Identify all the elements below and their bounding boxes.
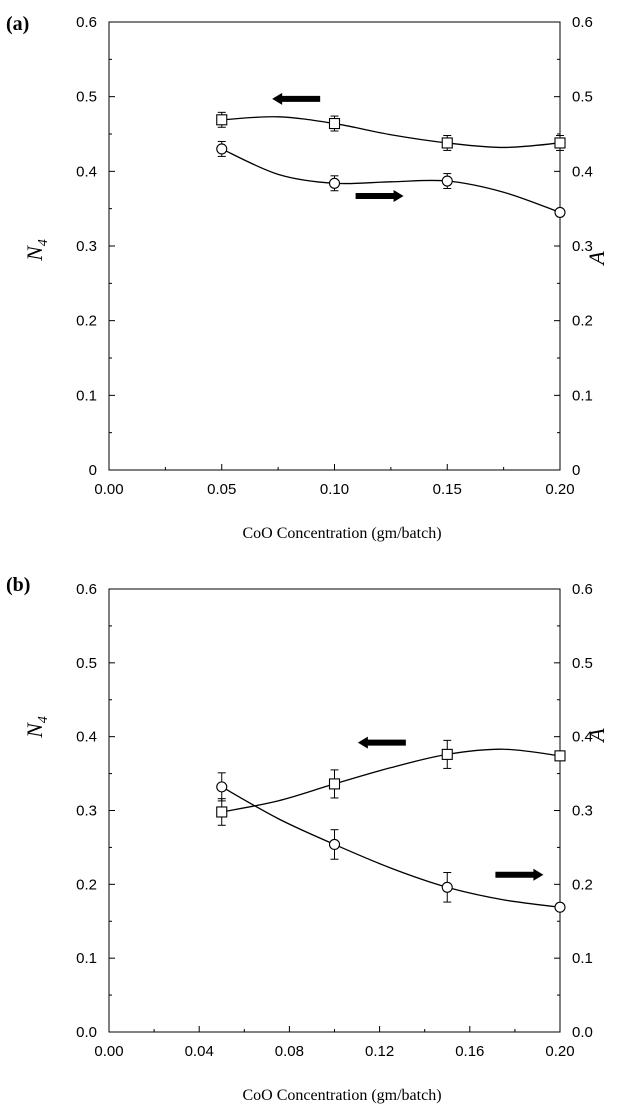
panel-b-arrow-left [357,736,406,749]
panel-b-y-tick-label-left: 0.2 [76,876,97,893]
panel-a-y-tick-label-right: 0.3 [572,238,593,255]
panel-b-x-tick-label: 0.00 [94,1043,123,1060]
panel-b-y-tick-label-right: 0.3 [572,803,593,820]
panel-a-x-tick-label: 0.00 [94,481,123,498]
panel-b-circle-point [216,781,228,793]
panel-a-left-axis-title: N4 [22,239,51,262]
panel-a-y-tick-label-left: 0.6 [76,14,97,31]
panel-a-circle-series-curve [221,148,561,214]
panel-b-square-series-curve [221,748,561,813]
panel-b-arrow-right [495,868,544,881]
panel-a: (a) CoO Concentration (gm/batch) N4 A 0 0… [6,13,609,542]
panel-b-x-tick-label: 0.04 [185,1043,214,1060]
panel-a-circle-point [554,206,566,218]
panel-b-x-tick-label: 0.12 [365,1043,394,1060]
panel-b-y-tick-label-left: 0.4 [76,729,97,746]
panel-a-circle-point [216,143,228,155]
panel-a-right-axis-title: A [584,251,609,267]
panel-a-square-series-curve [221,116,561,149]
panel-a-y-tick-label-right: 0.2 [572,313,593,330]
panel-a-left-axis-subscript: 4 [36,239,51,246]
panel-b-square-point [441,748,453,760]
panel-b-left-axis-title: N4 [22,716,51,739]
panel-b-circle-point [328,838,341,851]
panel-b-plot-frame [108,588,561,1033]
panel-b-x-tick-label: 0.16 [455,1043,484,1060]
panel-b-y-tick-label-right: 0.1 [572,950,593,967]
panel-a-y-tick-label-right: 0.4 [572,163,593,180]
panel-a-y-tick-label-right: 0.6 [572,14,593,31]
panel-b-y-tick-label-right: 0.2 [572,876,593,893]
panel-b-left-axis-subscript: 4 [36,716,51,723]
panel-a-y-tick-label-right: 0 [572,462,580,479]
panel-a-y-tick-label-right: 0.1 [572,387,593,404]
panel-b-right-axis-title: A [584,728,609,744]
panel-a-plot-frame [108,21,561,471]
panel-b-square-point [554,750,566,762]
panel-a-label: (a) [6,13,29,35]
panel-a-y-tick-label-left: 0.2 [76,313,97,330]
panel-a-arrow-right [355,189,404,202]
panel-a-arrow-left [272,92,321,105]
panel-a-y-tick-label-left: 0 [89,462,97,479]
panel-a-x-axis-title: CoO Concentration (gm/batch) [242,525,441,542]
panel-a-circle-point [328,177,341,189]
panel-b-label: (b) [6,574,30,596]
panel-b-y-tick-label-left: 0.1 [76,950,97,967]
panel-a-x-tick-label: 0.20 [545,481,574,498]
panel-a-y-tick-label-left: 0.3 [76,238,97,255]
panel-a-y-tick-label-right: 0.5 [572,89,593,106]
panel-a-y-tick-label-left: 0.4 [76,163,97,180]
panel-b-y-tick-label-left: 0.3 [76,803,97,820]
panel-b-y-tick-label-right: 0.5 [572,655,593,672]
panel-a-x-tick-label: 0.15 [433,481,462,498]
panel-b: (b) CoO Concentration (gm/batch) N4 A 0.… [6,574,609,1104]
panel-b-x-tick-label: 0.20 [545,1043,574,1060]
panel-b-x-axis-title: CoO Concentration (gm/batch) [242,1087,441,1104]
panel-b-circle-series-curve [221,786,561,908]
panel-b-y-tick-label-right: 0.6 [572,581,593,598]
panel-a-y-tick-label-left: 0.5 [76,89,97,106]
panel-b-square-point [216,806,228,818]
panel-a-x-tick-label: 0.10 [320,481,349,498]
panel-b-circle-point [554,901,566,913]
panel-a-square-point [441,137,453,149]
panel-a-x-tick-label: 0.05 [207,481,236,498]
panel-b-y-tick-label-left: 0.6 [76,581,97,598]
panel-a-circle-point [441,175,453,187]
panel-b-circle-point [441,881,453,893]
panel-a-square-point [328,117,341,130]
panel-b-square-point [328,778,341,790]
panel-a-square-point [216,114,228,126]
panel-b-y-tick-label-right: 0.4 [572,729,593,746]
panel-b-x-tick-label: 0.08 [275,1043,304,1060]
panel-b-y-tick-label-left: 0.5 [76,655,97,672]
panel-a-y-tick-label-left: 0.1 [76,387,97,404]
panel-b-y-tick-label-right: 0.0 [572,1024,593,1041]
panel-a-square-point [554,137,566,149]
panel-b-y-tick-label-left: 0.0 [76,1024,97,1041]
